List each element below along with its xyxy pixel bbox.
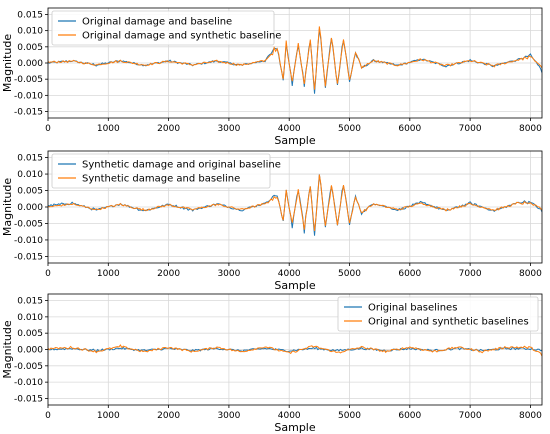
- legend: Synthetic damage and original baseline Sy…: [51, 153, 281, 189]
- y-tick-label: 0.000: [17, 346, 43, 356]
- x-tick-label: 5000: [338, 124, 361, 134]
- y-tick-label: -0.015: [14, 394, 43, 404]
- y-axis-label: Magnitude: [1, 320, 14, 379]
- x-tick-label: 5000: [338, 411, 361, 421]
- x-tick-label: 0: [45, 411, 51, 421]
- series-line-2: [48, 344, 542, 357]
- series-line-2: [48, 174, 542, 232]
- x-tick-label: 1000: [97, 124, 120, 134]
- y-tick-label: 0.015: [17, 154, 43, 164]
- legend-box: [51, 153, 271, 189]
- x-tick-label: 7000: [459, 411, 482, 421]
- x-tick-label: 4000: [278, 269, 301, 279]
- y-tick-label: -0.015: [14, 252, 43, 262]
- x-tick-label: 5000: [338, 269, 361, 279]
- y-tick-label: 0.015: [17, 10, 43, 20]
- legend: Original damage and baseline Original dam…: [51, 10, 281, 46]
- x-tick-label: 8000: [519, 269, 542, 279]
- y-tick-label: -0.005: [14, 362, 43, 372]
- x-axis-label: Sample: [274, 421, 315, 434]
- x-tick-label: 0: [45, 124, 51, 134]
- y-axis-label: Magnitude: [1, 34, 14, 93]
- x-tick-label: 6000: [398, 411, 421, 421]
- y-tick-label: 0.010: [17, 170, 43, 180]
- x-tick-label: 0: [45, 269, 51, 279]
- y-tick-label: 0.010: [17, 27, 43, 37]
- legend-label: Synthetic damage and baseline: [82, 174, 240, 185]
- y-tick-label: 0.010: [17, 313, 43, 323]
- legend-label: Original and synthetic baselines: [368, 317, 529, 328]
- x-tick-label: 8000: [519, 411, 542, 421]
- y-tick-label: -0.005: [14, 75, 43, 85]
- y-tick-label: -0.010: [14, 236, 43, 246]
- x-tick-label: 2000: [157, 411, 180, 421]
- x-tick-label: 4000: [278, 124, 301, 134]
- y-axis-label: Magnitude: [1, 178, 14, 237]
- y-tick-label: -0.010: [14, 378, 43, 388]
- x-tick-label: 1000: [97, 411, 120, 421]
- y-tick-label: 0.000: [17, 59, 43, 69]
- legend-label: Original damage and synthetic baseline: [82, 31, 281, 42]
- y-tick-label: 0.000: [17, 203, 43, 213]
- chart-panel-1: 0 1000 2000 3000 4000 5000 6000 7000 8000 -0.015 -…: [1, 7, 543, 147]
- chart-panel-3: 0 1000 2000 3000 4000 5000 6000 7000 8000 -0.015 -…: [1, 293, 543, 434]
- y-tick-label: -0.010: [14, 91, 43, 101]
- x-axis-label: Sample: [274, 279, 315, 292]
- x-tick-label: 3000: [217, 269, 240, 279]
- legend: Original baselines Original and synthetic…: [337, 296, 539, 332]
- x-tick-label: 4000: [278, 411, 301, 421]
- y-tick-label: -0.015: [14, 108, 43, 118]
- legend-box: [51, 10, 275, 46]
- x-tick-label: 2000: [157, 269, 180, 279]
- x-tick-label: 2000: [157, 124, 180, 134]
- legend-label: Original damage and baseline: [82, 17, 232, 28]
- x-tick-label: 8000: [519, 124, 542, 134]
- legend-box: [337, 296, 539, 332]
- x-tick-label: 3000: [217, 411, 240, 421]
- y-tick-label: 0.005: [17, 329, 43, 339]
- x-tick-label: 6000: [398, 124, 421, 134]
- x-tick-label: 7000: [459, 124, 482, 134]
- x-tick-label: 1000: [97, 269, 120, 279]
- y-tick-label: 0.005: [17, 187, 43, 197]
- legend-label: Original baselines: [368, 303, 457, 314]
- series-line-2: [48, 26, 542, 90]
- x-tick-label: 6000: [398, 269, 421, 279]
- x-tick-label: 7000: [459, 269, 482, 279]
- legend-label: Synthetic damage and original baseline: [82, 160, 281, 171]
- y-tick-label: 0.015: [17, 297, 43, 307]
- x-axis-label: Sample: [274, 134, 315, 147]
- chart-panel-2: 0 1000 2000 3000 4000 5000 6000 7000 8000 -0.015 -…: [1, 150, 543, 292]
- y-tick-label: 0.005: [17, 43, 43, 53]
- y-tick-label: -0.005: [14, 219, 43, 229]
- x-tick-label: 3000: [217, 124, 240, 134]
